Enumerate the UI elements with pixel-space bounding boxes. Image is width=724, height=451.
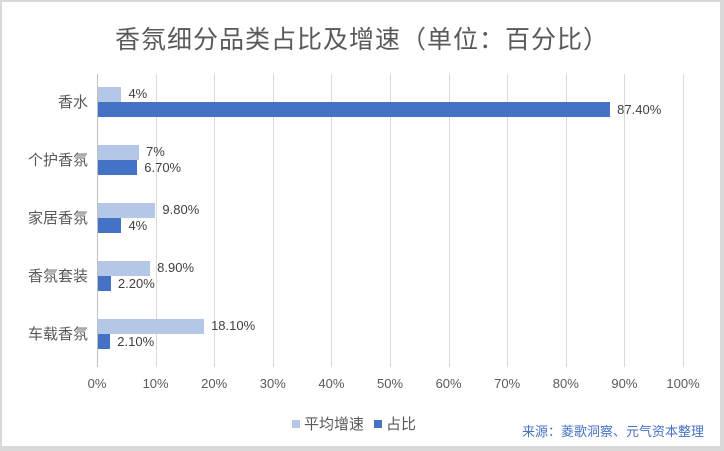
x-tick-label: 80% [552,376,579,391]
bar-growth [98,145,140,160]
bar-growth [98,261,151,276]
share-value-label: 6.70% [144,160,182,175]
bar-share [98,276,111,291]
bar-share [98,218,122,233]
chart-frame [2,2,720,446]
gridline [390,74,391,367]
gridline [683,74,684,367]
gridline [565,74,567,367]
legend-label-growth: 平均增速 [304,415,365,433]
category-label: 车载香氛 [27,325,88,343]
chart-title: 香氛细分品类占比及增速（单位：百分比） [114,25,609,54]
share-value-label: 2.10% [117,334,155,349]
x-tick-label: 30% [259,376,286,391]
x-tick-label: 70% [494,376,521,391]
gridline [331,74,333,367]
legend-swatch-share-icon [374,419,383,428]
share-value-label: 2.20% [117,276,155,291]
legend-item-share: 占比 [374,413,416,434]
growth-value-label: 4% [128,86,148,101]
category-label: 家居香氛 [27,209,88,227]
bar-growth [98,203,156,218]
gridline [448,74,450,367]
legend: 平均增速 占比 [292,413,416,434]
category-label: 个护香氛 [27,151,88,169]
share-value-label: 87.40% [617,102,662,117]
bar-share [98,334,111,349]
bar-share [98,102,611,117]
growth-value-label: 9.80% [162,202,200,217]
growth-value-label: 18.10% [211,318,256,333]
x-tick-label: 100% [666,376,700,391]
gridline [507,74,509,367]
y-axis-line [97,74,98,367]
x-tick-label: 60% [435,376,462,391]
growth-value-label: 7% [146,144,165,159]
growth-value-label: 8.90% [157,260,195,275]
category-label: 香水 [57,93,88,111]
bar-share [98,160,138,175]
x-tick-label: 50% [376,376,404,391]
x-tick-label: 40% [318,376,345,391]
bar-growth [98,319,205,334]
gridline [624,74,626,367]
share-value-label: 4% [128,218,148,233]
legend-item-growth: 平均增速 [292,413,364,434]
x-tick-label: 90% [611,376,638,391]
legend-label-share: 占比 [386,415,417,433]
x-tick-label: 20% [201,376,228,391]
source-note: 来源：菱歌洞察、元气资本整理 [521,425,704,440]
plot-area: 4% 87.40% 7% 6.70% 9.80% 4% 8.90% 2.20% 18.10% 2.… [97,74,684,367]
gridline [155,74,157,367]
gridline [272,74,274,367]
gridline [214,74,216,367]
x-tick-label: 10% [142,376,169,391]
bar-growth [98,87,122,102]
x-tick-label: 0% [87,376,107,391]
legend-swatch-growth-icon [292,419,300,428]
category-label: 香氛套装 [27,267,88,285]
